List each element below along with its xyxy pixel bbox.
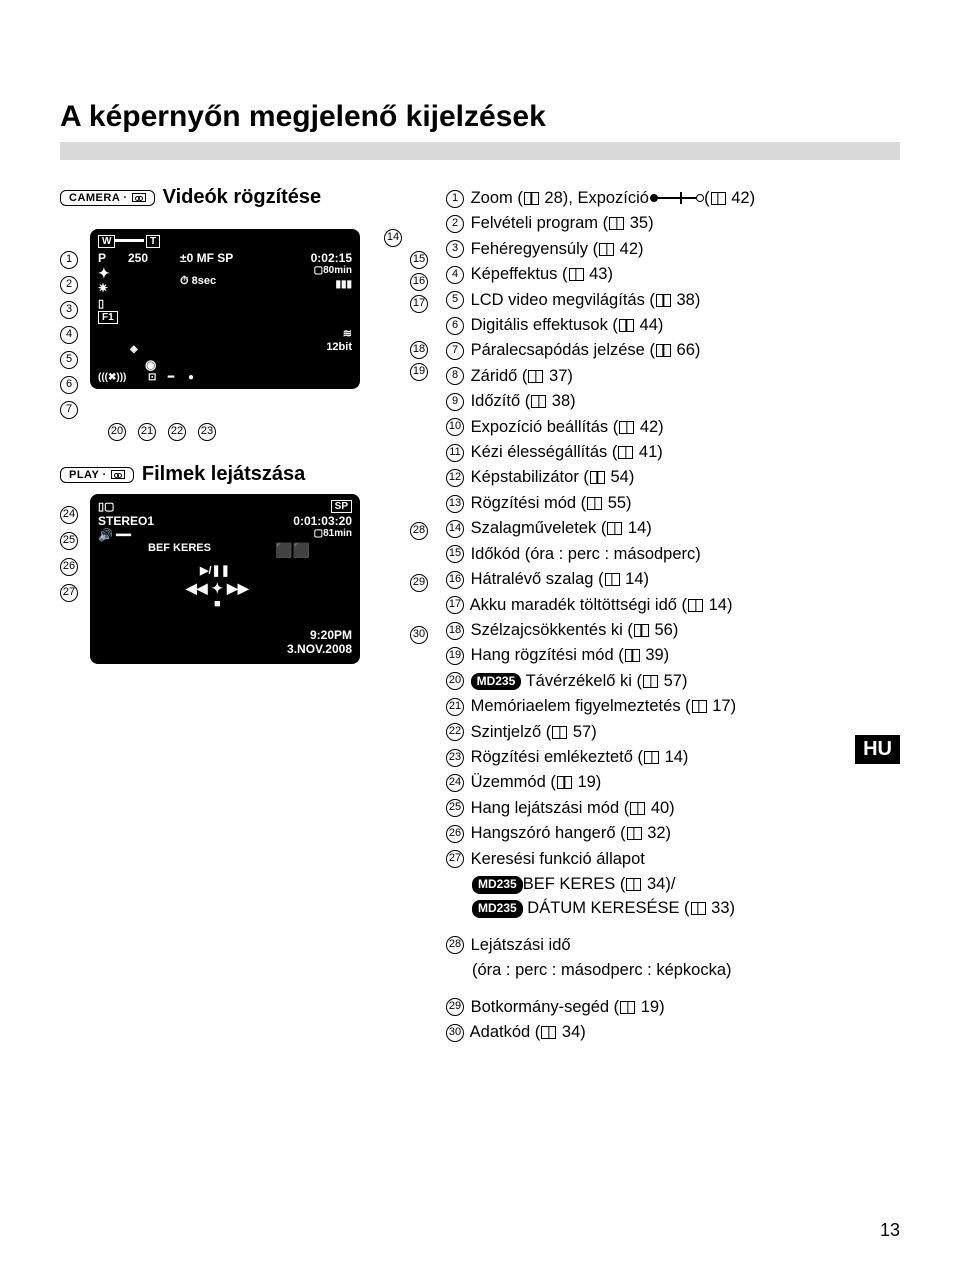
legend-item: 28 Lejátszási idő xyxy=(446,933,900,957)
legend-item: 2 Felvételi program ( 35) xyxy=(446,211,900,235)
legend-item: MD235BEF KERES ( 34)/MD235 DÁTUM KERESÉS… xyxy=(446,872,900,921)
cassette-icon xyxy=(132,193,146,202)
play-mode-badge: PLAY · xyxy=(60,467,134,483)
legend-item: 21 Memóriaelem figyelmeztetés ( 17) xyxy=(446,694,900,718)
legend-item: 30 Adatkód ( 34) xyxy=(446,1020,900,1044)
callouts-left-2: 24 25 26 27 xyxy=(60,506,80,602)
legend-item: 25 Hang lejátszási mód ( 40) xyxy=(446,796,900,820)
legend-item: (óra : perc : másodperc : képkocka) xyxy=(446,958,900,982)
left-column: CAMERA · Videók rögzítése 8 9 10 11 12 1… xyxy=(60,186,430,718)
legend-item: 24 Üzemmód ( 19) xyxy=(446,770,900,794)
screenshot2: ▯▢ SP STEREO1 0:01:03:20 🔊 ━━ ▢81min BEF… xyxy=(90,494,360,664)
legend-item: 15 Időkód (óra : perc : másodperc) xyxy=(446,542,900,566)
page-number: 13 xyxy=(880,1220,900,1241)
legend-item: 1 Zoom ( 28), Expozíció ( 42) xyxy=(446,186,900,210)
legend-list: 1 Zoom ( 28), Expozíció ( 42)2 Felvételi… xyxy=(446,186,900,1045)
legend-item: 19 Hang rögzítési mód ( 39) xyxy=(446,643,900,667)
cassette-icon xyxy=(111,470,125,479)
legend-item: 5 LCD video megvilágítás ( 38) xyxy=(446,288,900,312)
screenshot1: W T P 250 ±0 MF SP 0:02:15 ▢80min ▮▮▮ ✦ … xyxy=(90,229,360,389)
legend-item: 12 Képstabilizátor ( 54) xyxy=(446,465,900,489)
callouts-right-2: 28 29 30 xyxy=(410,522,430,644)
legend-item: 18 Szélzajcsökkentés ki ( 56) xyxy=(446,618,900,642)
mode1-title: Videók rögzítése xyxy=(163,186,322,209)
legend-item: 23 Rögzítési emlékeztető ( 14) xyxy=(446,745,900,769)
legend-item: 29 Botkormány-segéd ( 19) xyxy=(446,995,900,1019)
legend-item: 27 Keresési funkció állapot xyxy=(446,847,900,871)
legend-item: 4 Képeffektus ( 43) xyxy=(446,262,900,286)
title-underline xyxy=(60,142,900,160)
legend-item: 22 Szintjelző ( 57) xyxy=(446,720,900,744)
mode2-title: Filmek lejátszása xyxy=(142,463,305,486)
callouts-bottom-1: 20 21 22 23 xyxy=(108,423,218,441)
legend-item: 8 Záridő ( 37) xyxy=(446,364,900,388)
camera-mode-badge: CAMERA · xyxy=(60,190,155,206)
legend-item: 9 Időzítő ( 38) xyxy=(446,389,900,413)
legend-item: 10 Expozíció beállítás ( 42) xyxy=(446,415,900,439)
legend-item: 26 Hangszóró hangerő ( 32) xyxy=(446,821,900,845)
legend-item: 3 Fehéregyensúly ( 42) xyxy=(446,237,900,261)
legend-item: 7 Páralecsapódás jelzése ( 66) xyxy=(446,338,900,362)
legend-item: 14 Szalagműveletek ( 14) xyxy=(446,516,900,540)
page-title: A képernyőn megjelenő kijelzések xyxy=(60,100,900,134)
callouts-right-1: 15 16 17 18 19 xyxy=(410,251,430,381)
legend-item: 13 Rögzítési mód ( 55) xyxy=(446,491,900,515)
screenshot1-wrap: 8 9 10 11 12 13 14 1 2 3 4 5 6 7 15 16 1… xyxy=(60,229,430,439)
legend-item: 16 Hátralévő szalag ( 14) xyxy=(446,567,900,591)
legend-item: 20 MD235 Távérzékelő ki ( 57) xyxy=(446,669,900,693)
screenshot2-wrap: 24 25 26 27 28 29 30 ▯▢ SP STEREO1 0:01:… xyxy=(60,494,430,694)
legend-item: 6 Digitális effektusok ( 44) xyxy=(446,313,900,337)
legend-item: 17 Akku maradék töltöttségi idő ( 14) xyxy=(446,593,900,617)
callouts-left-1: 1 2 3 4 5 6 7 xyxy=(60,251,80,419)
language-badge: HU xyxy=(855,735,900,764)
legend-item: 11 Kézi élességállítás ( 41) xyxy=(446,440,900,464)
